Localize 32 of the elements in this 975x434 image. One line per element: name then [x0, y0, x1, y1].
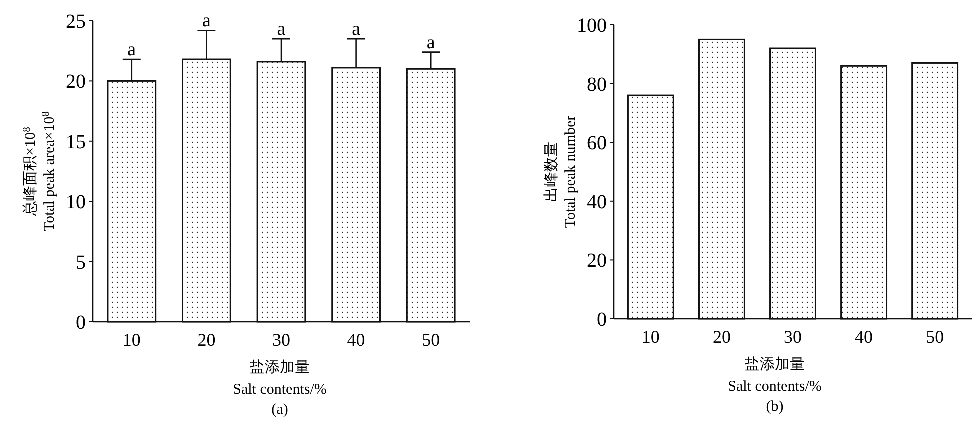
x-tick-label: 40 — [347, 330, 366, 350]
y-tick-label: 100 — [577, 15, 607, 37]
annotation: a — [202, 10, 212, 32]
y-tick-label: 60 — [587, 132, 607, 155]
text: (a) — [272, 402, 288, 418]
y-tick-label: 25 — [66, 11, 86, 33]
x-tick-label: 30 — [784, 327, 802, 347]
annotation: a — [352, 19, 362, 40]
annotation: a — [426, 32, 436, 54]
y-tick-label: 80 — [587, 74, 607, 96]
x-tick-label: 10 — [122, 330, 141, 350]
x-tick-label: 50 — [422, 330, 440, 350]
y-tick-label: 40 — [587, 191, 607, 214]
x-tick-label: 10 — [642, 327, 660, 347]
y-tick-label: 5 — [76, 252, 86, 274]
y-tick-label: 20 — [587, 250, 607, 272]
y-axis-title: 出峰数量 Total peak number — [543, 116, 579, 228]
x-tick-label: 50 — [926, 327, 944, 347]
y-tick-label: 0 — [76, 312, 86, 334]
y-tick-label: 10 — [66, 192, 86, 214]
annotation: a — [277, 19, 286, 40]
x-tick-label: 30 — [272, 330, 290, 350]
y-tick-label: 15 — [66, 131, 86, 154]
x-axis-title: 盐添加量 Salt contents/% — [728, 356, 822, 395]
x-axis-title: 盐添加量 Salt contents/% — [233, 359, 327, 398]
annotation: a — [128, 40, 137, 61]
x-tick-label: 20 — [712, 327, 731, 347]
text: (b) — [766, 399, 784, 415]
y-tick-label: 20 — [66, 71, 86, 94]
x-tick-label: 20 — [198, 330, 216, 350]
y-tick-label: 0 — [597, 309, 607, 331]
x-tick-label: 40 — [855, 327, 874, 347]
